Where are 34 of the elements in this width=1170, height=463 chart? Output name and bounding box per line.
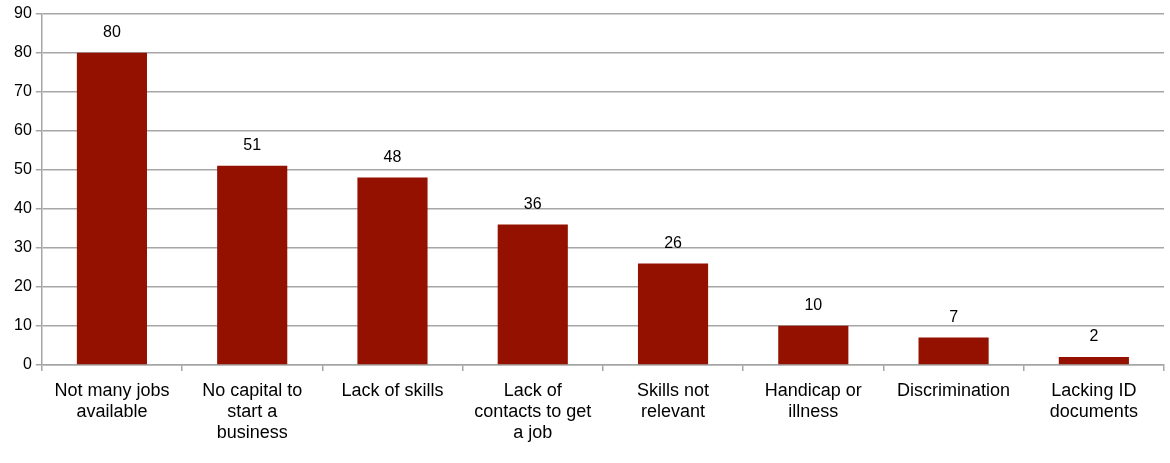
y-tick-label: 50 bbox=[14, 160, 32, 178]
data-label: 80 bbox=[103, 23, 121, 41]
bar bbox=[778, 325, 849, 365]
bar bbox=[918, 337, 989, 365]
data-label: 36 bbox=[523, 194, 542, 212]
y-tick-label: 10 bbox=[14, 316, 32, 334]
y-tick-label: 80 bbox=[14, 43, 32, 61]
data-label: 2 bbox=[1089, 327, 1099, 345]
bar bbox=[357, 177, 428, 365]
y-tick-label: 30 bbox=[14, 238, 32, 256]
bar bbox=[1058, 357, 1129, 365]
bar bbox=[637, 263, 709, 365]
x-tick-label: Lacking ID documents bbox=[1049, 380, 1138, 421]
x-tick-label: Skills not relevant bbox=[637, 380, 710, 421]
data-label: 7 bbox=[949, 307, 959, 325]
x-tick-label: Discrimination bbox=[897, 380, 1011, 401]
bar bbox=[497, 224, 568, 365]
y-tick-label: 40 bbox=[14, 199, 32, 217]
bar bbox=[217, 165, 288, 365]
x-tick-label: No capital to start a business bbox=[202, 380, 303, 442]
y-tick-label: 60 bbox=[14, 121, 32, 139]
data-label: 48 bbox=[383, 147, 402, 165]
bar bbox=[76, 52, 147, 365]
x-tick-label: Not many jobs available bbox=[54, 380, 170, 421]
data-label: 51 bbox=[243, 136, 262, 154]
data-label: 26 bbox=[664, 233, 683, 251]
data-label: 10 bbox=[804, 296, 823, 314]
y-tick-label: 90 bbox=[14, 4, 32, 22]
x-tick-label: Lack of contacts to get a job bbox=[474, 380, 592, 442]
y-tick-label: 0 bbox=[22, 355, 32, 373]
x-tick-label: Lack of skills bbox=[341, 380, 444, 401]
x-tick-label: Handicap or illness bbox=[764, 380, 862, 421]
y-tick-label: 70 bbox=[14, 82, 32, 100]
y-tick-label: 20 bbox=[14, 277, 32, 295]
